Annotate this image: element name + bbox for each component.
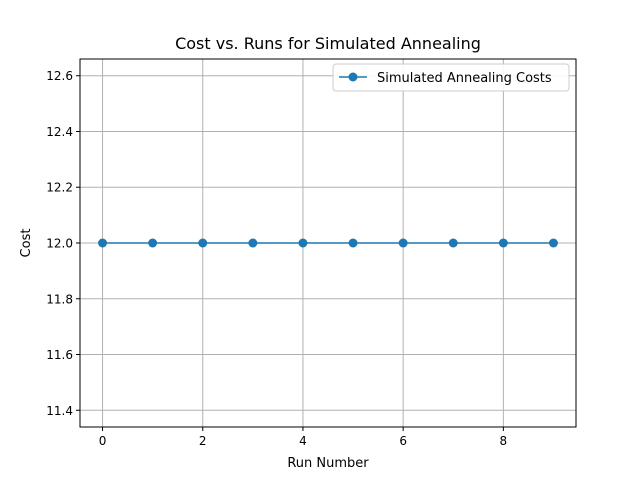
legend-box: [332, 63, 570, 92]
data-point: [498, 238, 508, 248]
data-point: [448, 238, 458, 248]
data-point: [148, 238, 158, 248]
x-tick-label: 6: [399, 434, 407, 448]
x-tick-label: 4: [299, 434, 307, 448]
x-axis-label: Run Number: [287, 456, 369, 471]
y-tick-label: 12.6: [46, 69, 73, 83]
y-tick-label: 12.0: [46, 237, 73, 251]
data-point: [298, 238, 308, 248]
ticks: 0 2 4 6 8 11.4 11.6 11.8 12.0 12.2 12.4 12.6: [46, 69, 507, 448]
data-point: [248, 238, 258, 248]
y-tick-label: 11.4: [46, 404, 73, 418]
legend: Simulated Annealing Costs: [332, 63, 570, 92]
x-tick-label: 2: [199, 434, 207, 448]
series-layer: [98, 238, 558, 248]
data-point: [348, 238, 358, 248]
data-point: [548, 238, 558, 248]
y-axis-label: Cost: [19, 229, 34, 258]
legend-entry-label: Simulated Annealing Costs: [377, 71, 552, 86]
y-tick-label: 11.8: [46, 292, 73, 306]
data-point: [98, 238, 108, 248]
legend-marker-swatch: [348, 72, 358, 82]
x-tick-label: 8: [500, 434, 508, 448]
y-tick-label: 12.2: [46, 181, 73, 195]
data-point: [198, 238, 208, 248]
data-point: [398, 238, 408, 248]
chart-title: Cost vs. Runs for Simulated Annealing: [175, 34, 481, 53]
x-tick-label: 0: [99, 434, 107, 448]
y-tick-label: 11.6: [46, 348, 73, 362]
y-tick-label: 12.4: [46, 125, 73, 139]
